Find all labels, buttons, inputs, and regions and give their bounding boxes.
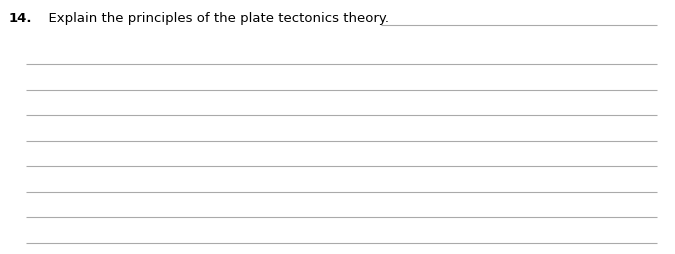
- Text: 14.: 14.: [8, 12, 32, 25]
- Text: Explain the principles of the plate tectonics theory.: Explain the principles of the plate tect…: [40, 12, 389, 25]
